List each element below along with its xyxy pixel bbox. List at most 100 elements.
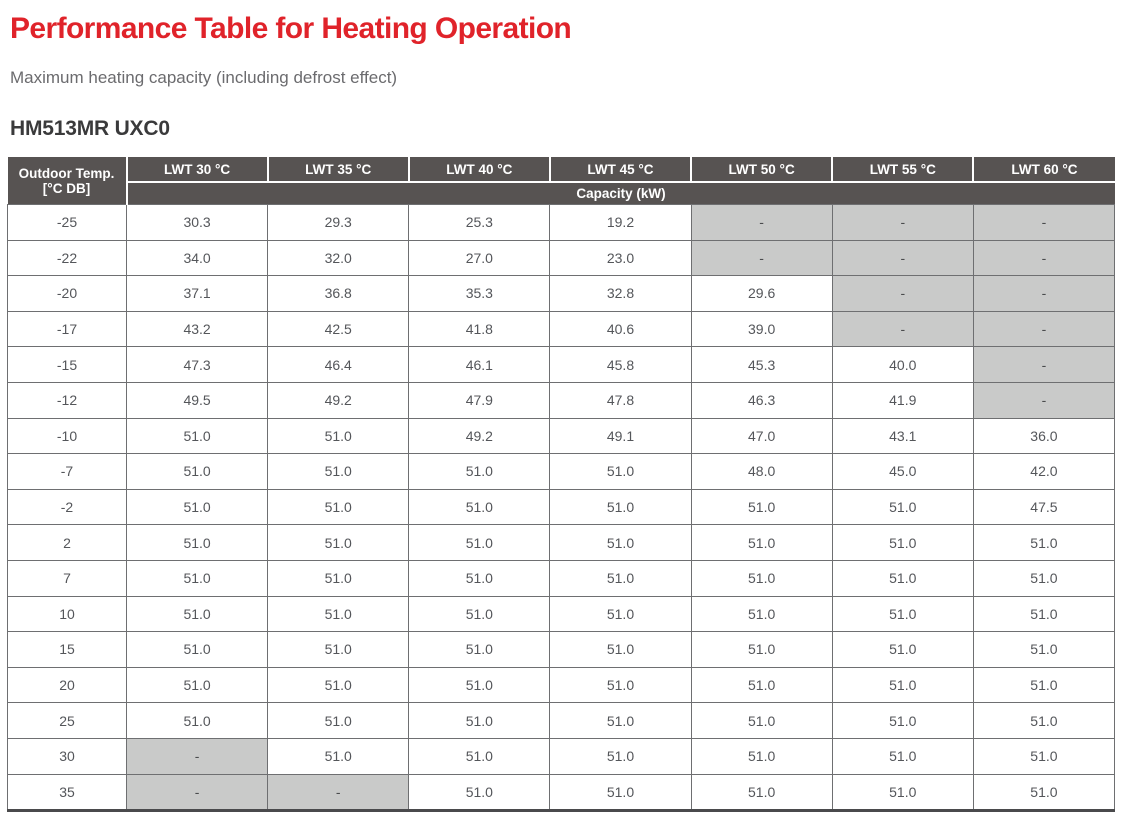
capacity-cell: 29.3 bbox=[267, 204, 410, 241]
lwt-column-header-0: LWT 30 °C bbox=[125, 157, 268, 183]
table-row: -25 30.3 29.3 25.3 19.2- - - bbox=[7, 204, 1116, 241]
capacity-cell: 51.0 bbox=[267, 559, 410, 597]
capacity-cell: 51.0 bbox=[549, 488, 692, 526]
capacity-cell: 34.0 bbox=[125, 239, 269, 277]
table-row: -15 47.3 46.4 46.1 45.8 45.3 40.0- bbox=[7, 346, 1116, 383]
capacity-cell: 51.0 bbox=[267, 702, 410, 739]
outdoor-temp-cell: -10 bbox=[7, 417, 127, 455]
capacity-cell: 51.0 bbox=[408, 737, 551, 775]
capacity-cell: 48.0 bbox=[690, 453, 833, 490]
capacity-cell: 41.8 bbox=[408, 310, 551, 348]
heating-performance-table: Outdoor Temp. [°C DB] LWT 30 °C LWT 35 °C… bbox=[7, 157, 1116, 813]
capacity-cell: 51.0 bbox=[972, 773, 1116, 813]
capacity-cell: - bbox=[972, 204, 1116, 241]
capacity-cell: 51.0 bbox=[972, 737, 1116, 775]
capacity-cell: - bbox=[972, 346, 1116, 383]
capacity-cell: 39.0 bbox=[690, 310, 833, 348]
outdoor-temp-cell: 30 bbox=[7, 737, 127, 775]
capacity-cell: 46.3 bbox=[690, 381, 833, 419]
capacity-cell: 45.8 bbox=[549, 346, 692, 383]
capacity-cell: - bbox=[972, 275, 1116, 312]
outdoor-temp-cell: 35 bbox=[7, 773, 127, 813]
capacity-cell: 51.0 bbox=[831, 737, 974, 775]
capacity-cell: 51.0 bbox=[408, 631, 551, 668]
capacity-cell: 40.6 bbox=[549, 310, 692, 348]
capacity-cell: 51.0 bbox=[549, 631, 692, 668]
capacity-cell: - bbox=[972, 239, 1116, 277]
table-row: 20 51.0 51.0 51.0 51.0 51.0 51.0 51.0 bbox=[7, 666, 1116, 704]
lwt-column-header-6: LWT 60 °C bbox=[972, 157, 1115, 183]
capacity-cell: 51.0 bbox=[549, 559, 692, 597]
capacity-cell: 51.0 bbox=[831, 666, 974, 704]
capacity-cell: 47.3 bbox=[125, 346, 269, 383]
table-row: 10 51.0 51.0 51.0 51.0 51.0 51.0 51.0 bbox=[7, 595, 1116, 633]
capacity-cell: 41.9 bbox=[831, 381, 974, 419]
capacity-cell: 51.0 bbox=[125, 453, 269, 490]
capacity-cell: 45.0 bbox=[831, 453, 974, 490]
outdoor-temp-cell: -15 bbox=[7, 346, 127, 383]
capacity-cell: 51.0 bbox=[267, 488, 410, 526]
capacity-cell: 51.0 bbox=[408, 524, 551, 561]
lwt-column-header-4: LWT 50 °C bbox=[690, 157, 833, 183]
table-row: -17 43.2 42.5 41.8 40.6 39.0- - bbox=[7, 310, 1116, 348]
capacity-cell: - bbox=[831, 310, 974, 348]
capacity-cell: 27.0 bbox=[408, 239, 551, 277]
capacity-cell: 51.0 bbox=[831, 559, 974, 597]
outdoor-temp-cell: -7 bbox=[7, 453, 127, 490]
capacity-cell: 51.0 bbox=[125, 702, 269, 739]
lwt-column-header-1: LWT 35 °C bbox=[266, 157, 409, 183]
table-row: -2 51.0 51.0 51.0 51.0 51.0 51.0 47.5 bbox=[7, 488, 1116, 526]
capacity-cell: 35.3 bbox=[408, 275, 551, 312]
capacity-cell: 51.0 bbox=[972, 559, 1116, 597]
outdoor-temp-cell: -12 bbox=[7, 381, 127, 419]
table-row: 15 51.0 51.0 51.0 51.0 51.0 51.0 51.0 bbox=[7, 631, 1116, 668]
outdoor-temp-cell: -17 bbox=[7, 310, 127, 348]
outdoor-temp-cell: -22 bbox=[7, 239, 127, 277]
capacity-cell: 51.0 bbox=[690, 773, 833, 813]
capacity-cell: 51.0 bbox=[549, 524, 692, 561]
outdoor-temp-cell: -2 bbox=[7, 488, 127, 526]
capacity-cell: 51.0 bbox=[831, 702, 974, 739]
capacity-cell: - bbox=[690, 204, 833, 241]
capacity-cell: 51.0 bbox=[549, 737, 692, 775]
table-row: 7 51.0 51.0 51.0 51.0 51.0 51.0 51.0 bbox=[7, 559, 1116, 597]
capacity-cell: 51.0 bbox=[690, 559, 833, 597]
outdoor-temp-cell: 20 bbox=[7, 666, 127, 704]
lwt-column-header-2: LWT 40 °C bbox=[407, 157, 550, 183]
capacity-cell: - bbox=[972, 381, 1116, 419]
capacity-cell: 23.0 bbox=[549, 239, 692, 277]
capacity-cell: 51.0 bbox=[125, 524, 269, 561]
capacity-cell: 51.0 bbox=[267, 631, 410, 668]
table-row: 25 51.0 51.0 51.0 51.0 51.0 51.0 51.0 bbox=[7, 702, 1116, 739]
capacity-cell: 51.0 bbox=[690, 666, 833, 704]
capacity-cell: 51.0 bbox=[408, 488, 551, 526]
capacity-cell: 51.0 bbox=[549, 453, 692, 490]
outdoor-temp-cell: 7 bbox=[7, 559, 127, 597]
capacity-cell: - bbox=[831, 275, 974, 312]
capacity-cell: 51.0 bbox=[831, 488, 974, 526]
capacity-cell: 51.0 bbox=[125, 488, 269, 526]
outdoor-temp-header-line1: Outdoor Temp. bbox=[18, 165, 115, 181]
capacity-cell: 43.2 bbox=[125, 310, 269, 348]
capacity-cell: 47.5 bbox=[972, 488, 1116, 526]
capacity-cell: 51.0 bbox=[831, 631, 974, 668]
outdoor-temp-cell: -20 bbox=[7, 275, 127, 312]
capacity-cell: 51.0 bbox=[549, 702, 692, 739]
table-body: -25 30.3 29.3 25.3 19.2- - - -22 34.0 32.0 27.0 23.… bbox=[7, 204, 1116, 813]
outdoor-temp-cell: 25 bbox=[7, 702, 127, 739]
capacity-cell: 42.0 bbox=[972, 453, 1116, 490]
table-row: 30-51.0 51.0 51.0 51.0 51.0 51.0 bbox=[7, 737, 1116, 775]
capacity-cell: 51.0 bbox=[972, 702, 1116, 739]
capacity-cell: 51.0 bbox=[267, 737, 410, 775]
capacity-cell: 51.0 bbox=[831, 773, 974, 813]
outdoor-temp-header-line2: [°C DB] bbox=[42, 180, 91, 196]
capacity-cell: 51.0 bbox=[408, 559, 551, 597]
capacity-cell: 51.0 bbox=[972, 666, 1116, 704]
table-row: 2 51.0 51.0 51.0 51.0 51.0 51.0 51.0 bbox=[7, 524, 1116, 561]
capacity-cell: 51.0 bbox=[408, 453, 551, 490]
capacity-cell: 51.0 bbox=[972, 631, 1116, 668]
outdoor-temp-cell: 15 bbox=[7, 631, 127, 668]
lwt-column-header-3: LWT 45 °C bbox=[548, 157, 692, 183]
capacity-cell: 47.9 bbox=[408, 381, 551, 419]
capacity-cell: - bbox=[831, 239, 974, 277]
